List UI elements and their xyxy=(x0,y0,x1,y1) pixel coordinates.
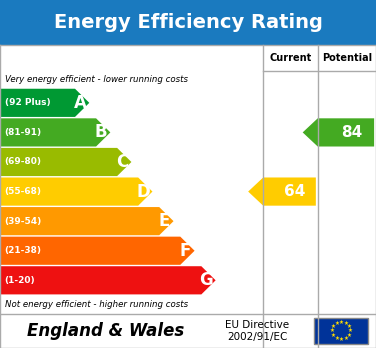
Text: ★: ★ xyxy=(347,333,352,338)
Polygon shape xyxy=(0,207,173,235)
Text: ★: ★ xyxy=(334,321,339,326)
Text: (1-20): (1-20) xyxy=(5,276,35,285)
Text: EU Directive: EU Directive xyxy=(226,320,290,330)
Polygon shape xyxy=(0,148,131,176)
Text: ★: ★ xyxy=(330,329,335,333)
Text: 2002/91/EC: 2002/91/EC xyxy=(227,332,288,342)
Text: ★: ★ xyxy=(343,336,348,341)
Text: (55-68): (55-68) xyxy=(5,187,41,196)
Polygon shape xyxy=(0,118,111,147)
Text: Potential: Potential xyxy=(322,53,372,63)
Text: (92 Plus): (92 Plus) xyxy=(5,98,50,107)
Polygon shape xyxy=(0,89,89,117)
Text: (69-80): (69-80) xyxy=(5,158,41,166)
Text: ★: ★ xyxy=(331,333,336,338)
Text: Current: Current xyxy=(269,53,312,63)
Text: E: E xyxy=(159,212,170,230)
Text: ★: ★ xyxy=(339,320,344,325)
Text: ★: ★ xyxy=(331,324,336,329)
Text: ★: ★ xyxy=(343,321,348,326)
Polygon shape xyxy=(0,237,195,265)
Polygon shape xyxy=(248,177,316,206)
Text: 64: 64 xyxy=(285,184,306,199)
Text: ★: ★ xyxy=(339,337,344,342)
Text: B: B xyxy=(95,124,108,141)
Text: ★: ★ xyxy=(348,329,353,333)
Text: A: A xyxy=(74,94,86,112)
Text: (21-38): (21-38) xyxy=(5,246,41,255)
Text: Energy Efficiency Rating: Energy Efficiency Rating xyxy=(53,13,323,32)
Text: ★: ★ xyxy=(334,336,339,341)
Text: (81-91): (81-91) xyxy=(5,128,42,137)
Text: ★: ★ xyxy=(347,324,352,329)
Text: (39-54): (39-54) xyxy=(5,217,42,226)
Text: C: C xyxy=(116,153,128,171)
Text: D: D xyxy=(136,183,150,200)
Text: G: G xyxy=(200,271,213,289)
Bar xyxy=(0,0,376,45)
Text: Not energy efficient - higher running costs: Not energy efficient - higher running co… xyxy=(5,300,188,309)
Polygon shape xyxy=(0,177,153,206)
Text: Very energy efficient - lower running costs: Very energy efficient - lower running co… xyxy=(5,75,188,84)
Polygon shape xyxy=(303,118,374,147)
Text: F: F xyxy=(180,242,191,260)
Text: 84: 84 xyxy=(341,125,362,140)
Text: England & Wales: England & Wales xyxy=(27,322,184,340)
Polygon shape xyxy=(0,266,216,294)
Bar xyxy=(314,318,368,344)
